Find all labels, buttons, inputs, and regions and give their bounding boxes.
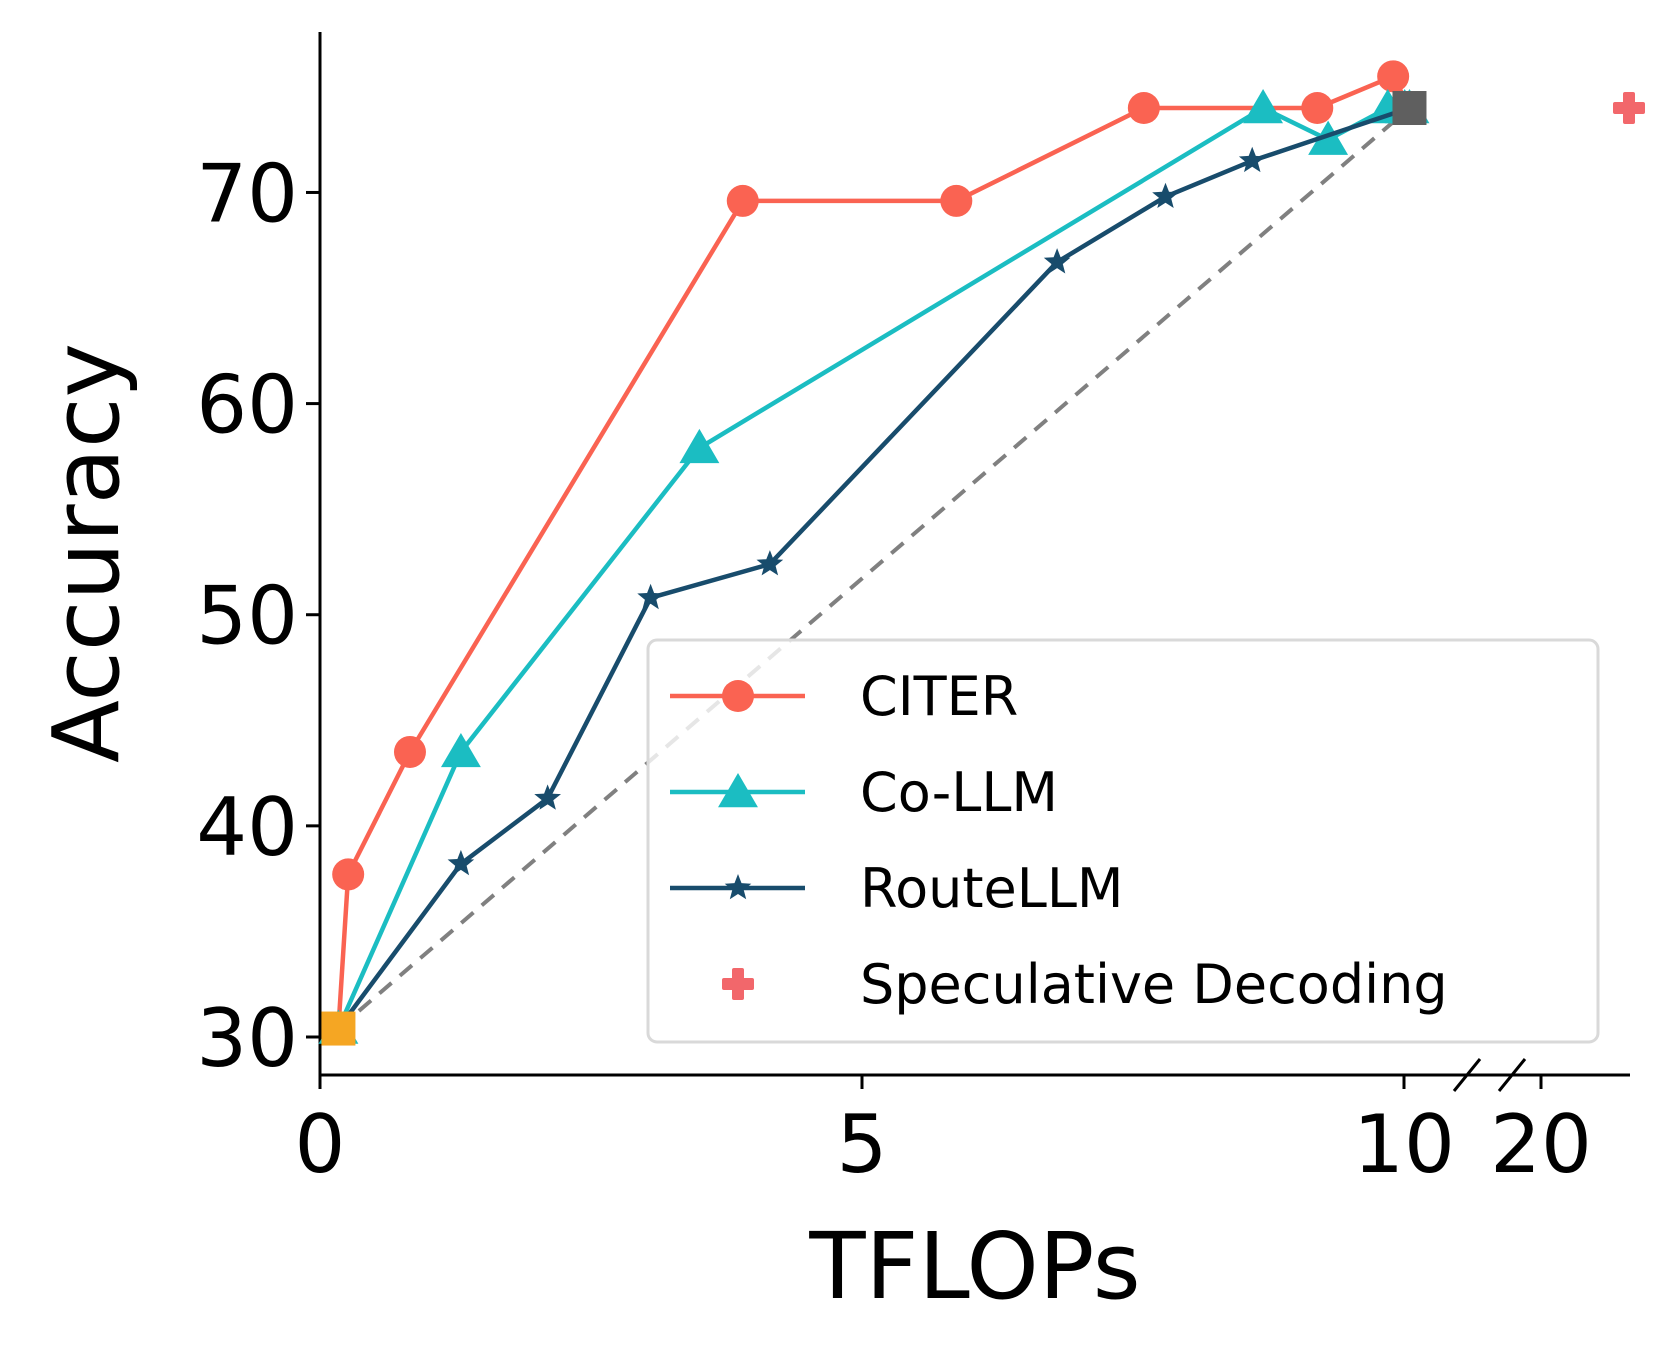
endpoint-large-model <box>1392 91 1427 126</box>
legend-item: CITER <box>670 665 1018 728</box>
data-point <box>637 583 664 610</box>
legend: CITER Co-LLM RouteLLM Speculative Decoding <box>646 638 1600 1044</box>
reference-dashed-line <box>337 106 1411 1031</box>
legend-label: Speculative Decoding <box>860 953 1448 1016</box>
x-tick-label: 20 <box>1490 1098 1592 1191</box>
legend-marker <box>724 874 752 900</box>
y-tick-label: 70 <box>196 147 298 240</box>
legend-item: Co-LLM <box>670 761 1058 824</box>
series-speculative-decoding <box>1613 92 1645 125</box>
series-layer <box>318 60 1645 1046</box>
axis-break-mark <box>1452 1058 1482 1092</box>
data-point <box>1377 60 1410 93</box>
legend-label: RouteLLM <box>860 857 1124 920</box>
reference-line-layer <box>337 106 1411 1031</box>
data-point <box>1152 182 1179 208</box>
data-point <box>332 858 365 891</box>
data-point <box>447 849 475 876</box>
legend-box <box>646 638 1600 1044</box>
data-point <box>726 184 759 217</box>
legend-marker <box>718 773 758 808</box>
axes: 30 40 50 60 70 0 5 10 20 TFLOPs Accuracy <box>33 32 1630 1320</box>
legend-marker <box>722 680 754 712</box>
data-point <box>393 735 426 768</box>
data-point <box>1243 89 1284 124</box>
x-tick-label: 0 <box>295 1098 346 1191</box>
y-tick-label: 40 <box>196 781 298 874</box>
legend-label: Co-LLM <box>860 761 1058 824</box>
data-point <box>1043 248 1071 274</box>
legend-item: Speculative Decoding <box>722 953 1448 1016</box>
data-point <box>534 784 561 810</box>
y-axis-title: Accuracy <box>33 343 140 763</box>
data-point <box>440 732 481 768</box>
data-point <box>1613 92 1645 125</box>
endpoint-small-model <box>321 1011 356 1046</box>
data-point <box>1301 92 1334 125</box>
y-tick-label: 60 <box>196 359 298 452</box>
x-axis-title: TFLOPs <box>808 1213 1140 1320</box>
data-point <box>1127 92 1160 125</box>
data-point <box>1238 146 1266 173</box>
data-point <box>1308 120 1349 155</box>
x-tick-label: 5 <box>837 1098 888 1191</box>
data-point <box>679 428 720 464</box>
legend-label: CITER <box>860 665 1018 728</box>
data-point <box>756 550 784 576</box>
axis-break-mark <box>1497 1058 1527 1092</box>
y-tick-label: 50 <box>196 570 298 663</box>
legend-item: RouteLLM <box>670 857 1124 920</box>
x-tick-label: 10 <box>1353 1098 1455 1191</box>
data-point <box>940 184 973 217</box>
legend-marker <box>722 968 754 1000</box>
y-tick-label: 30 <box>196 992 298 1085</box>
